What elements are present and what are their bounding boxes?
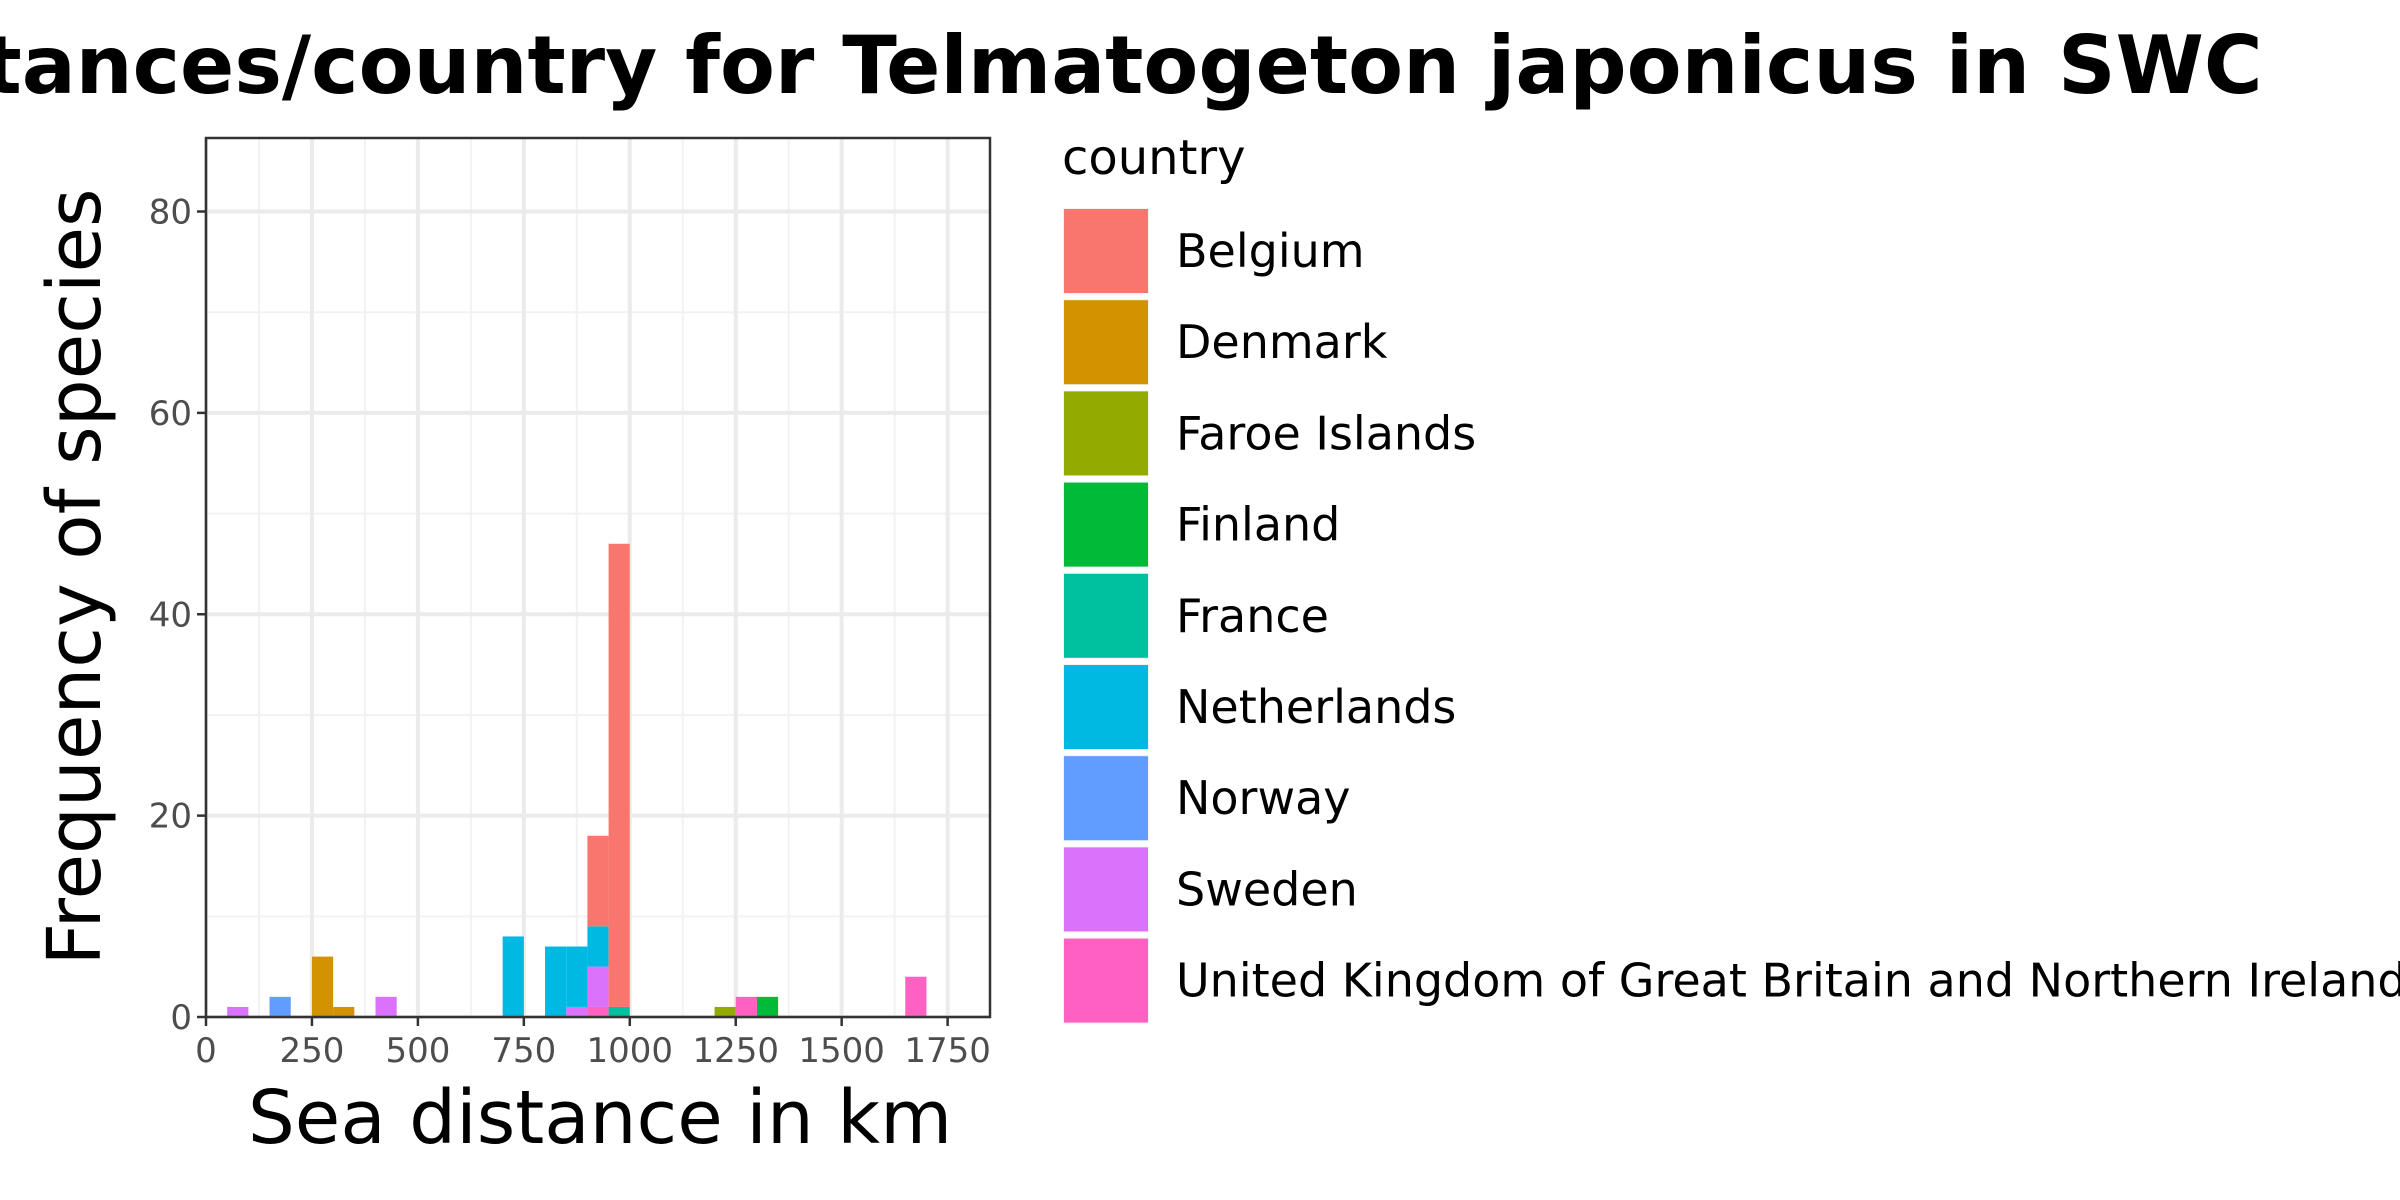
plot-area: 0 250 500 750 1000 1250 1500 1750 0 20 40 60 80: [149, 136, 992, 1071]
legend-key-swatch: [1064, 391, 1148, 476]
y-tick-label: 40: [149, 595, 192, 635]
legend-label: Netherlands: [1176, 680, 1456, 734]
legend-title: country: [1062, 130, 1246, 186]
bar-belgium: [608, 543, 630, 1007]
bar-netherlands: [545, 946, 567, 1017]
legend-label: Finland: [1176, 498, 1340, 552]
legend-key-swatch: [1064, 482, 1148, 567]
bar-sweden: [227, 1006, 249, 1017]
x-tick-label: 500: [385, 1031, 450, 1071]
x-tick-label: 1000: [587, 1031, 674, 1071]
bar-norway: [269, 996, 291, 1017]
x-tick-label: 0: [195, 1031, 217, 1071]
legend-label: France: [1176, 589, 1329, 643]
bar-france: [608, 1006, 630, 1017]
bar-denmark: [311, 956, 334, 1017]
x-tick-label: 1250: [692, 1031, 779, 1071]
bar-sweden: [566, 1006, 588, 1017]
bar-denmark: [333, 1006, 355, 1017]
legend-label: Sweden: [1176, 862, 1358, 916]
x-tick-label: 250: [279, 1031, 344, 1071]
bar-netherlands: [587, 926, 609, 967]
bar-netherlands: [502, 936, 524, 1017]
legend-key-swatch: [1064, 847, 1148, 932]
legend-label: Norway: [1176, 771, 1351, 825]
y-tick-label: 60: [149, 394, 192, 434]
legend-label: Denmark: [1176, 315, 1388, 369]
x-tick-label: 1750: [904, 1031, 991, 1071]
x-tick-label: 1500: [798, 1031, 885, 1071]
bar-faroe-islands: [714, 1006, 736, 1017]
bar-sweden: [587, 966, 609, 1007]
x-axis-title: Sea distance in km: [248, 1075, 952, 1161]
bar-united-kingdom-of-great-britain-and-northern-ireland: [587, 1006, 609, 1017]
legend-key-swatch: [1064, 938, 1148, 1023]
legend-key-swatch: [1064, 209, 1148, 293]
bar-united-kingdom-of-great-britain-and-northern-ireland: [905, 976, 927, 1017]
panel-border: [204, 136, 992, 1019]
y-tick-label: 80: [149, 193, 192, 233]
bar-belgium: [587, 835, 609, 927]
bar-netherlands: [566, 946, 588, 1007]
legend-label: United Kingdom of Great Britain and Nort…: [1176, 954, 2400, 1008]
chart-title: Sea distances/country for Telmatogeton j…: [0, 19, 2263, 112]
bar-united-kingdom-of-great-britain-and-northern-ireland: [735, 996, 757, 1017]
y-axis-title: Frequency of species: [32, 188, 118, 965]
legend-label: Belgium: [1176, 224, 1365, 278]
bar-finland: [756, 996, 779, 1017]
y-tick-label: 0: [170, 998, 192, 1038]
y-tick-label: 20: [149, 797, 192, 837]
legend-label: Faroe Islands: [1176, 406, 1476, 460]
legend: Belgium Denmark Faroe Islands Finland France…: [1063, 208, 2400, 1024]
legend-key-swatch: [1064, 665, 1148, 749]
x-tick-label: 750: [491, 1031, 556, 1071]
legend-key-swatch: [1064, 756, 1148, 841]
legend-key-swatch: [1064, 300, 1148, 385]
legend-key-swatch: [1064, 573, 1148, 658]
bar-sweden: [375, 996, 397, 1017]
